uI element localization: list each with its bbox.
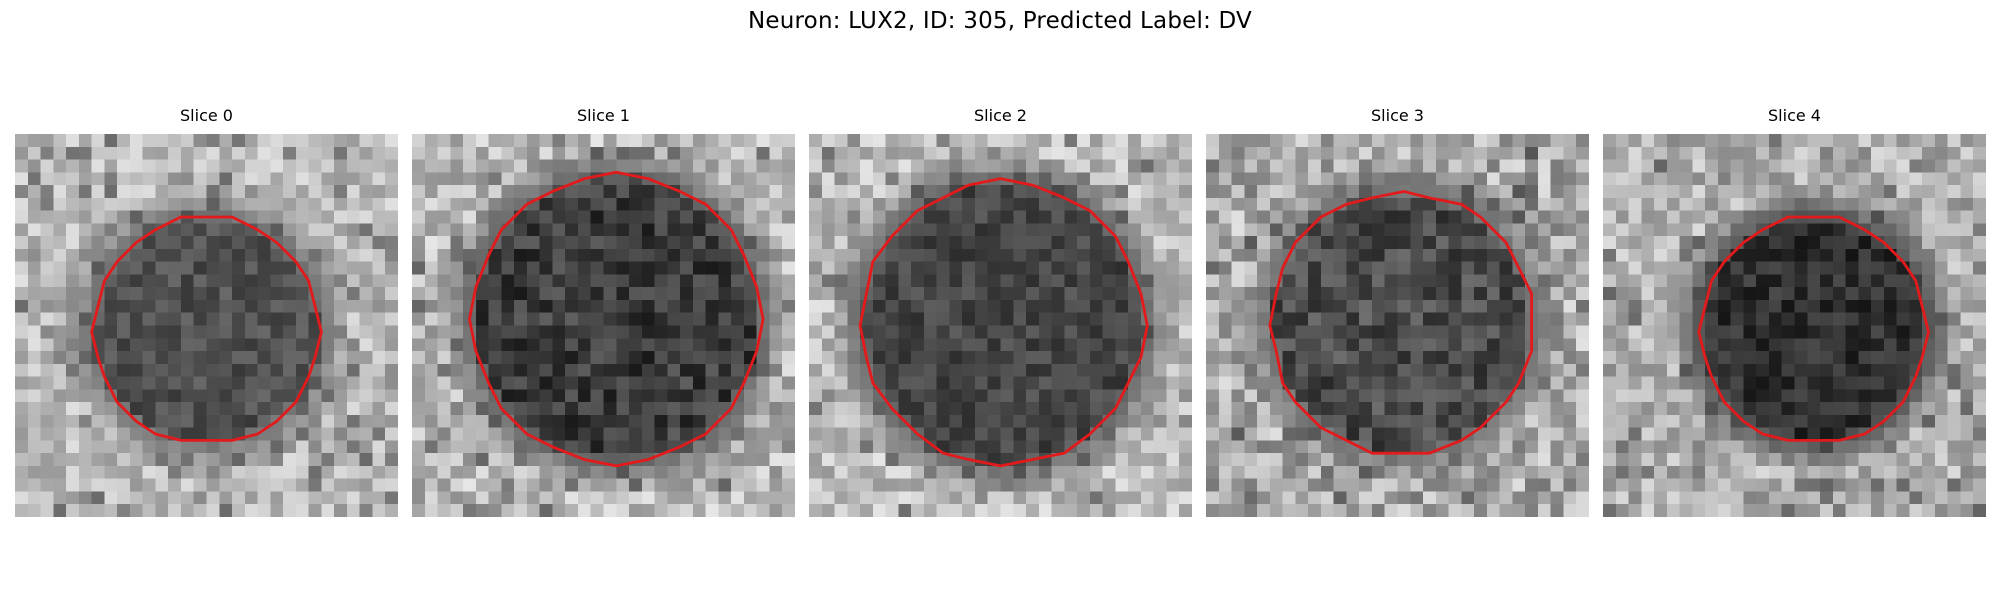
slice-title-4: Slice 4: [1768, 106, 1821, 125]
slice-image-1: [412, 134, 795, 517]
slice-image-0: [15, 134, 398, 517]
slice-title-1: Slice 1: [577, 106, 630, 125]
contour-outline-2: [858, 177, 1149, 468]
slice-image-4: [1603, 134, 1986, 517]
contour-outline-4: [1697, 215, 1930, 442]
slice-title-2: Slice 2: [974, 106, 1027, 125]
figure-title: Neuron: LUX2, ID: 305, Predicted Label: …: [747, 8, 1252, 34]
contour-outline-3: [1268, 190, 1533, 455]
contour-outline-1: [468, 170, 765, 468]
slice-image-2: [809, 134, 1192, 517]
slice-image-3: [1206, 134, 1589, 517]
slice-title-0: Slice 0: [180, 106, 233, 125]
contour-outline-0: [90, 215, 323, 442]
slice-title-3: Slice 3: [1371, 106, 1424, 125]
